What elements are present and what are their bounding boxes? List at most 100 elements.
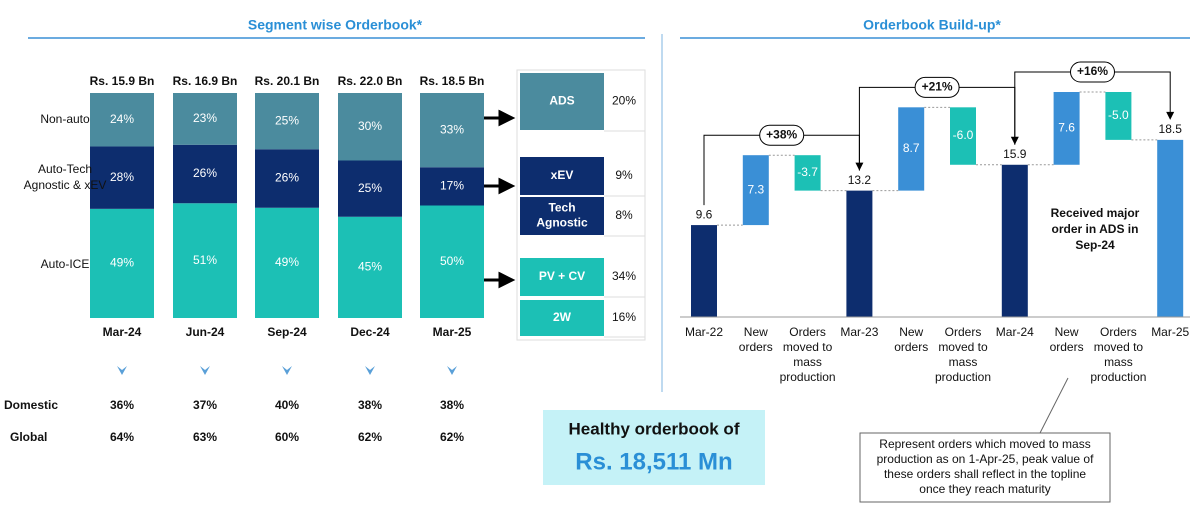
- text-line: Auto-Tech: [38, 162, 92, 176]
- x-tick-label: Sep-24: [267, 325, 307, 339]
- bar-segment: [173, 144, 237, 204]
- arrow-head: [498, 271, 516, 289]
- segment-share: 20%: [612, 94, 636, 108]
- total-label: Rs. 22.0 Bn: [338, 74, 403, 88]
- segment-share: 16%: [612, 310, 636, 324]
- bar-segment: [338, 93, 402, 161]
- text-line: 2W: [553, 310, 572, 324]
- segment-panel: [516, 69, 646, 341]
- segment-label: PV + CV: [539, 269, 585, 283]
- value-label: 28%: [110, 170, 134, 184]
- highlight-box: [543, 410, 765, 485]
- bar: [691, 225, 717, 317]
- bar: [1157, 139, 1184, 317]
- text-line: New: [744, 325, 768, 339]
- bar-segment: [420, 167, 484, 206]
- value-label: 26%: [275, 171, 299, 185]
- segment-share: 8%: [615, 208, 633, 222]
- x-tick-label: Mar-22: [685, 325, 723, 339]
- value-label: 8.7: [903, 141, 920, 155]
- segment-box: [520, 157, 604, 195]
- text-line: moved to: [783, 340, 833, 354]
- value-label: 25%: [275, 113, 299, 127]
- text-line: Non-auto: [40, 112, 90, 126]
- bar-segment: [420, 205, 484, 318]
- text-line: Orders: [1100, 325, 1137, 339]
- segment-box: [520, 258, 604, 296]
- arrow-head: [498, 109, 516, 127]
- chart-title: Segment wise Orderbook*: [248, 17, 423, 33]
- total-label: Rs. 15.9 Bn: [90, 74, 155, 88]
- text-line: Tech: [548, 201, 575, 215]
- note-box: [859, 432, 1111, 503]
- value-label: 13.2: [848, 173, 872, 187]
- text-line: ADS: [549, 94, 574, 108]
- bar: [742, 155, 769, 226]
- value-label: 7.3: [747, 182, 764, 196]
- segment-label: 2W: [553, 310, 572, 324]
- total-label: Rs. 18.5 Bn: [420, 74, 485, 88]
- segment-share: 34%: [612, 269, 636, 283]
- bar-segment: [255, 93, 319, 150]
- growth-badge: [1070, 61, 1115, 83]
- x-tick-label: Mar-24: [103, 325, 142, 339]
- text-line: Mar-23: [840, 325, 878, 339]
- chevron: [117, 366, 127, 375]
- bar: [794, 155, 821, 191]
- value-label: 9.6: [696, 207, 713, 221]
- geo-label: Global: [10, 430, 47, 444]
- text-line: mass: [949, 355, 978, 369]
- text-line: Mar-25: [1151, 325, 1189, 339]
- segment-share: 9%: [615, 168, 633, 182]
- value-label: 50%: [440, 254, 464, 268]
- x-tick-label: Mar-25: [433, 325, 472, 339]
- bar-segment: [173, 93, 237, 145]
- chevron: [200, 366, 210, 375]
- value-label: 24%: [110, 112, 134, 126]
- callout-line: Sep-24: [1075, 238, 1115, 252]
- note-pointer: [1039, 377, 1069, 434]
- segment-box: [520, 73, 604, 130]
- chevron: [282, 366, 292, 375]
- growth-badge: [759, 124, 805, 146]
- bar-segment: [173, 203, 237, 318]
- text-line: Orders: [789, 325, 826, 339]
- text-line: mass: [1104, 355, 1133, 369]
- text-line: mass: [793, 355, 822, 369]
- text-line: Agnostic: [536, 216, 588, 230]
- growth-label: +38%: [766, 127, 797, 141]
- text-line: production: [935, 370, 991, 384]
- growth-bracket: [1014, 71, 1171, 145]
- text-line: Auto-ICE: [41, 257, 90, 271]
- highlight-title: Healthy orderbook of: [569, 419, 740, 438]
- text-line: production: [780, 370, 836, 384]
- value-label: -5.0: [1108, 108, 1129, 122]
- growth-label: +21%: [922, 79, 953, 93]
- text-line: orders: [1050, 340, 1084, 354]
- geo-value: 63%: [193, 430, 217, 444]
- x-tick-label: New orders: [739, 325, 773, 354]
- note-line: production as on 1-Apr-25, peak value of: [877, 452, 1094, 466]
- callout-line: Received major: [1051, 206, 1140, 220]
- bar-segment: [255, 149, 319, 208]
- value-label: 18.5: [1159, 122, 1183, 136]
- growth-badge: [914, 76, 960, 98]
- value-label: 33%: [440, 122, 464, 136]
- segment-box: [520, 197, 604, 235]
- text-line: moved to: [1094, 340, 1144, 354]
- x-tick-label: Orders moved to mass production: [935, 325, 991, 384]
- value-label: 30%: [358, 119, 382, 133]
- value-label: -3.7: [797, 165, 818, 179]
- x-tick-label: Orders moved to mass production: [1090, 325, 1146, 384]
- x-tick-label: Mar-25: [1151, 325, 1189, 339]
- highlight-value: Rs. 18,511 Mn: [575, 448, 732, 475]
- note-line: once they reach maturity: [919, 482, 1050, 496]
- bar-segment: [90, 146, 154, 209]
- geo-value: 64%: [110, 430, 134, 444]
- geo-value: 62%: [358, 430, 382, 444]
- text-line: Orders: [945, 325, 982, 339]
- text-line: New: [899, 325, 923, 339]
- growth-bracket: [858, 86, 1016, 171]
- geo-value: 36%: [110, 398, 134, 412]
- x-tick-label: Jun-24: [186, 325, 225, 339]
